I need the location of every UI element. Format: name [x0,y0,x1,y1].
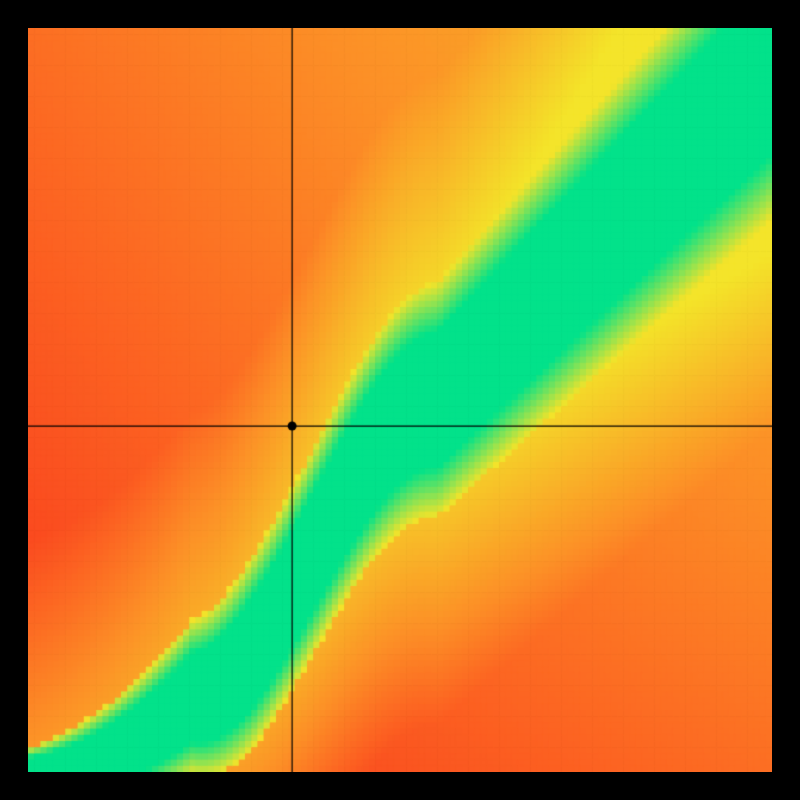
chart-container: TheBottleneck.com [0,0,800,800]
bottleneck-heatmap [28,28,772,772]
watermark-text: TheBottleneck.com [586,4,770,27]
